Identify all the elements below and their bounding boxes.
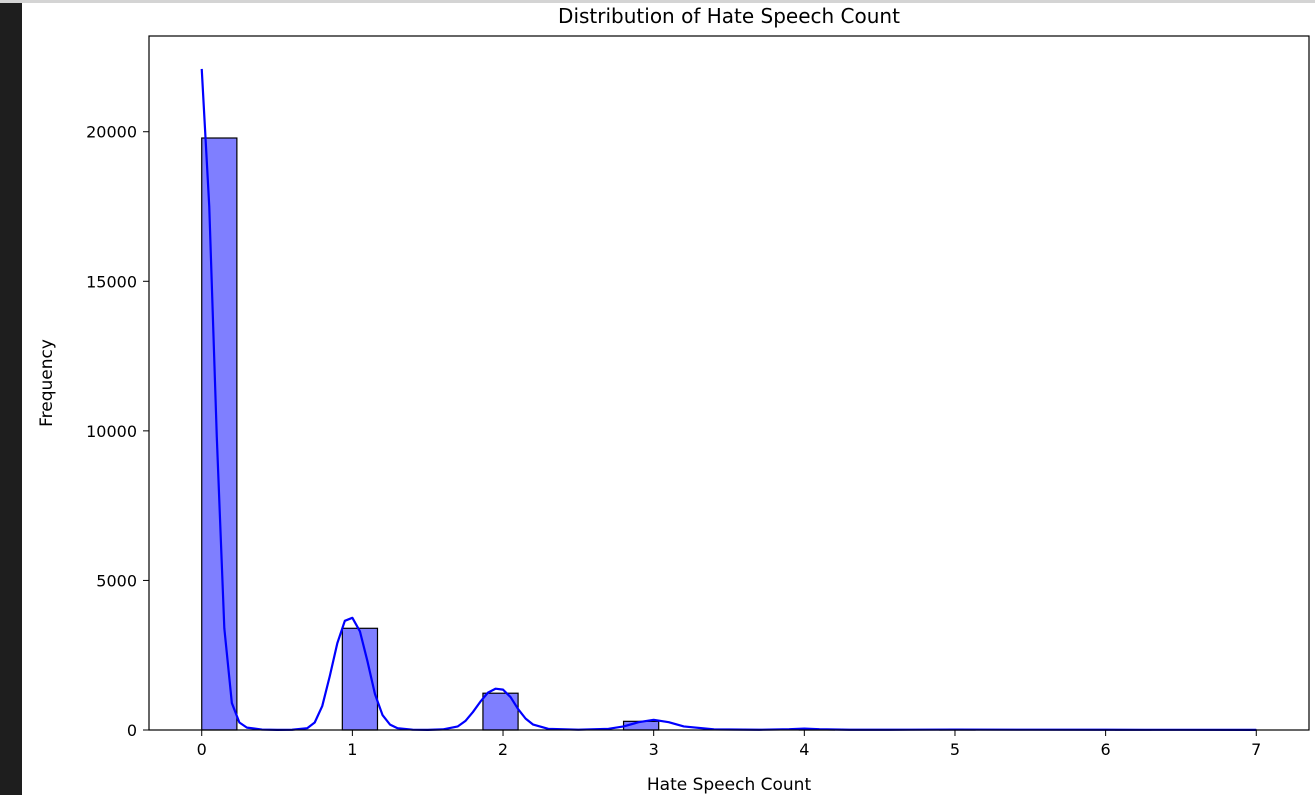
- x-tick-label-5: 5: [950, 740, 960, 759]
- x-tick-label-4: 4: [799, 740, 809, 759]
- bars-layer: [201, 137, 1257, 731]
- x-axis: 0 1 2 3 4 5 6 7: [197, 730, 1261, 759]
- y-tick-label-3: 15000: [86, 272, 137, 291]
- left-dark-strip: [0, 0, 22, 795]
- y-tick-label-2: 10000: [86, 422, 137, 441]
- y-tick-label-4: 20000: [86, 123, 137, 142]
- x-tick-label-2: 2: [498, 740, 508, 759]
- x-tick-label-7: 7: [1251, 740, 1261, 759]
- top-border-strip: [0, 0, 1315, 3]
- x-axis-title: Hate Speech Count: [647, 775, 812, 795]
- plot-frame: [148, 35, 1310, 731]
- y-tick-label-1: 5000: [96, 571, 137, 590]
- chart-title: Distribution of Hate Speech Count: [558, 4, 900, 28]
- y-axis-title: Frequency: [37, 339, 57, 427]
- x-tick-label-3: 3: [649, 740, 659, 759]
- y-axis: 0 5000 10000 15000 20000: [86, 123, 149, 740]
- y-tick-label-0: 0: [127, 721, 137, 740]
- histogram-bar-0: [201, 137, 238, 731]
- x-tick-label-6: 6: [1101, 740, 1111, 759]
- kde-curve: [200, 68, 1257, 731]
- x-tick-label-1: 1: [347, 740, 357, 759]
- x-tick-label-0: 0: [197, 740, 207, 759]
- kde-layer: [200, 68, 1257, 731]
